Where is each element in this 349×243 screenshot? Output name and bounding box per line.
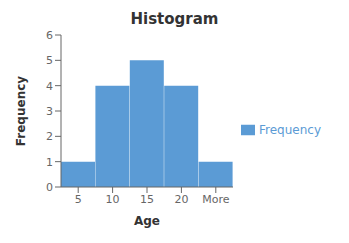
svg-text:2: 2 <box>46 130 53 143</box>
svg-text:5: 5 <box>75 193 82 206</box>
svg-text:0: 0 <box>46 181 53 194</box>
svg-text:15: 15 <box>140 193 154 206</box>
svg-text:More: More <box>202 193 230 206</box>
svg-text:20: 20 <box>174 193 188 206</box>
svg-text:4: 4 <box>46 80 53 93</box>
html-text:Frequency: Frequency <box>259 122 321 137</box>
svg-text:Frequency: Frequency <box>14 76 28 146</box>
svg-text:6: 6 <box>46 30 53 42</box>
svg-text:10: 10 <box>106 193 120 206</box>
svg-text:Age: Age <box>134 214 160 228</box>
svg-text:3: 3 <box>46 105 53 118</box>
svg-text:1: 1 <box>46 156 53 169</box>
svg-text:5: 5 <box>46 54 53 67</box>
html-text:Histogram: Histogram <box>130 10 219 28</box>
